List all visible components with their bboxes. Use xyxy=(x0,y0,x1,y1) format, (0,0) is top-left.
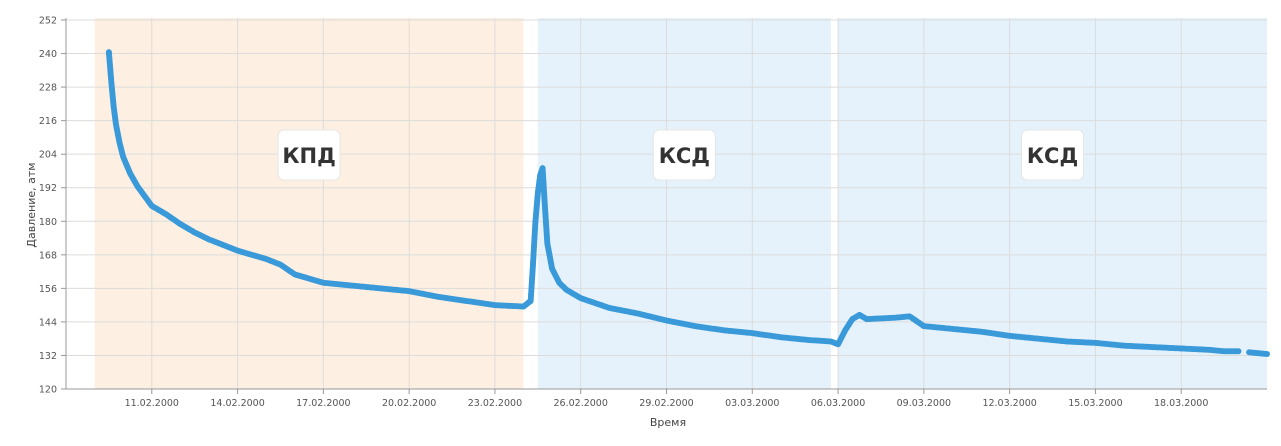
x-tick-label: 17.02.2000 xyxy=(296,398,350,409)
x-tick-label: 03.03.2000 xyxy=(725,398,779,409)
y-tick-label: 132 xyxy=(39,351,57,362)
region-band-2 xyxy=(537,18,831,389)
x-tick-label: 14.02.2000 xyxy=(210,398,264,409)
region-band-1 xyxy=(94,18,524,389)
region-label-box xyxy=(1021,129,1085,181)
region-label-box xyxy=(277,129,341,181)
x-axis-title: Время xyxy=(650,416,686,429)
axes-layer: 120 132 144 156 168 180 192 204 216 228 240 252 11.0… xyxy=(39,16,1267,409)
x-tick-label: 23.02.2000 xyxy=(468,398,522,409)
y-tick-label: 192 xyxy=(39,183,57,194)
region-band-3 xyxy=(838,18,1267,389)
y-tick-label: 228 xyxy=(39,83,57,94)
y-tick-label: 240 xyxy=(39,49,57,60)
y-tick-label: 168 xyxy=(39,250,57,261)
x-tick-label: 18.03.2000 xyxy=(1154,398,1208,409)
x-tick-label: 06.03.2000 xyxy=(811,398,865,409)
x-tick-label: 11.02.2000 xyxy=(125,398,179,409)
y-tick-label: 252 xyxy=(39,16,57,27)
trace-point xyxy=(1262,350,1269,357)
x-tick-label: 26.02.2000 xyxy=(554,398,608,409)
y-tick-label: 156 xyxy=(39,284,57,295)
region-label-2: КСД xyxy=(652,129,716,181)
region-label-text: КСД xyxy=(1027,144,1078,168)
y-tick-label: 120 xyxy=(39,385,57,396)
region-label-3: КСД xyxy=(1021,129,1085,181)
region-label-1: КПД xyxy=(277,129,341,181)
x-tick-label: 20.02.2000 xyxy=(382,398,436,409)
y-tick-label: 216 xyxy=(39,116,57,127)
region-labels-layer: КПД КСД КСД xyxy=(277,129,1085,181)
region-label-box xyxy=(652,129,716,181)
data-points-layer xyxy=(105,49,1270,358)
x-tick-label: 29.02.2000 xyxy=(639,398,693,409)
y-tick-label: 180 xyxy=(39,217,57,228)
y-tick-label: 144 xyxy=(39,317,57,328)
y-axis-title: Давление, атм xyxy=(25,162,38,247)
x-tick-label: 09.03.2000 xyxy=(897,398,951,409)
x-tick-label: 15.03.2000 xyxy=(1068,398,1122,409)
region-label-text: КПД xyxy=(282,144,335,168)
trace-point xyxy=(1233,348,1240,355)
y-tick-label: 204 xyxy=(39,150,57,161)
x-tick-label: 12.03.2000 xyxy=(982,398,1036,409)
region-label-text: КСД xyxy=(659,144,710,168)
regions-layer xyxy=(94,18,1267,389)
